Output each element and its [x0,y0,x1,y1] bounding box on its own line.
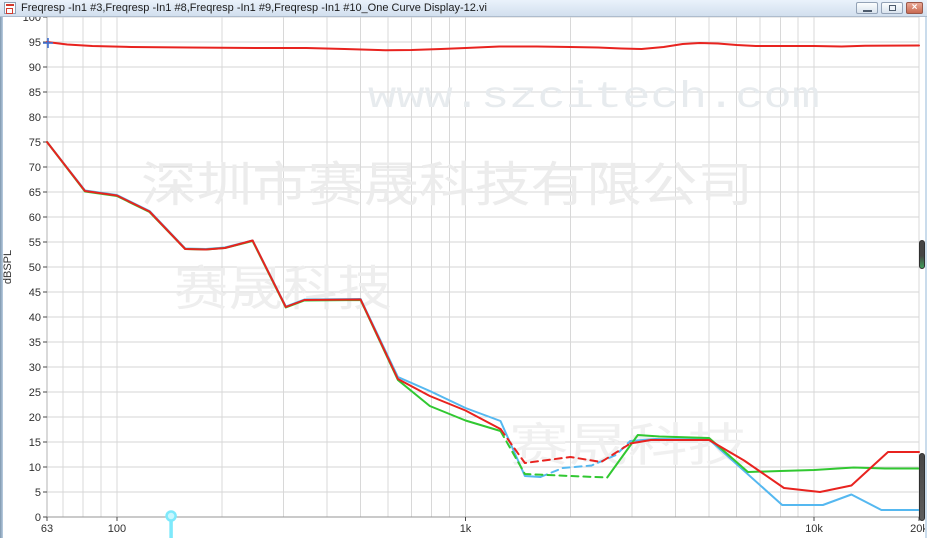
window-border-left [0,17,3,538]
x-tick-label: 20k [910,523,927,535]
y-tick-label: 10 [29,462,41,474]
series-freqresp-in1-#8 [499,428,632,464]
window-title: Freqresp -In1 #3,Freqresp -In1 #8,Freqre… [21,2,487,14]
close-icon: × [911,2,918,13]
series-freqresp-in1-#3 [46,41,920,52]
series-freqresp-in1-#10 [539,440,632,478]
minimize-icon [862,9,872,12]
y-tick-label: 5 [35,487,41,499]
series-freqresp-in1-#9 [499,430,609,479]
restore-icon [888,5,896,11]
x-tick-label: 10k [805,523,823,535]
y-tick-label: 15 [29,437,41,449]
y-tick-label: 20 [29,412,41,424]
watermark-company: 深圳市赛晟科技有限公司 [141,159,753,212]
y-tick-label: 30 [29,362,41,374]
x-tick-label: 1k [460,523,472,535]
titlebar[interactable]: Freqresp -In1 #3,Freqresp -In1 #8,Freqre… [0,0,927,17]
right-scrollbar-thumb-lower[interactable] [919,453,925,521]
right-scrollbar-thumb-upper[interactable] [919,240,925,269]
window-controls: × [856,2,923,14]
y-tick-label: 50 [29,262,41,274]
series-freqresp-in1-#8 [629,439,920,493]
watermark-brand-upper: 赛晟科技 [174,263,392,316]
app-icon[interactable] [4,2,16,14]
y-tick-label: 75 [29,137,41,149]
y-tick-label: 0 [35,512,41,524]
y-tick-label: 85 [29,87,41,99]
y-tick-label: 90 [29,62,41,74]
y-tick-label: 80 [29,112,41,124]
y-tick-label: 35 [29,337,41,349]
y-axis-title: dBSPL [2,250,14,284]
y-tick-label: 65 [29,187,41,199]
watermark-url: www.szcitech.com [368,77,820,119]
x-tick-label: 63 [41,523,53,535]
close-button[interactable]: × [906,2,923,14]
y-tick-label: 95 [29,37,41,49]
minimize-button[interactable] [856,2,878,14]
y-tick-label: 40 [29,312,41,324]
x-tick-label: 100 [108,523,126,535]
y-tick-label: 70 [29,162,41,174]
restore-button[interactable] [881,2,903,14]
y-tick-label: 25 [29,387,41,399]
y-tick-label: 55 [29,237,41,249]
y-tick-label: 60 [29,212,41,224]
window-border-right [925,17,927,538]
y-tick-label: 45 [29,287,41,299]
series-freqresp-in1-#8 [46,141,502,430]
graph-cursor-handle[interactable] [165,510,177,522]
